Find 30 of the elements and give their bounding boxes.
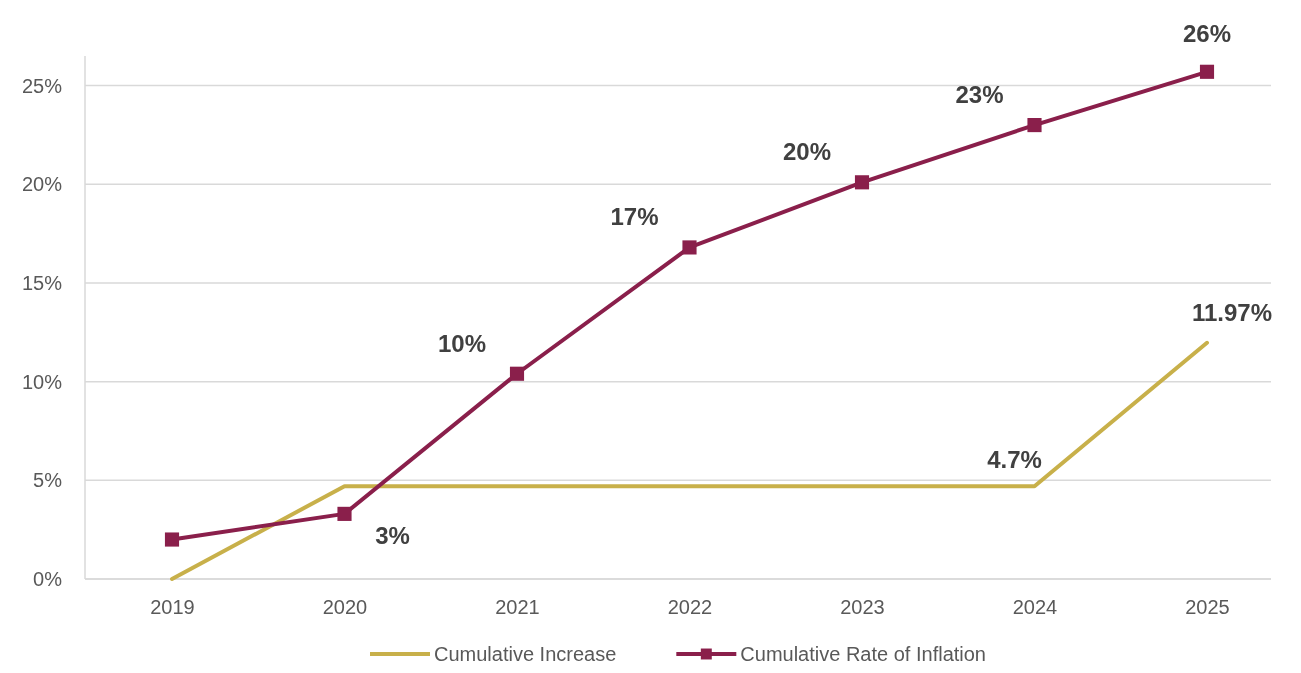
x-tick-label: 2025 <box>1185 596 1230 618</box>
data-label: 20% <box>782 138 832 166</box>
data-label: 26% <box>1182 19 1232 47</box>
point <box>682 240 697 255</box>
data-label: 17% <box>610 203 659 231</box>
data-label: 3% <box>375 521 410 549</box>
data-label: 4.7% <box>987 446 1042 474</box>
point <box>1027 118 1042 133</box>
x-tick-label: 2020 <box>322 596 368 618</box>
data-label: 23% <box>955 81 1004 109</box>
x-tick-label: 2024 <box>1012 596 1058 618</box>
point <box>509 366 525 381</box>
data-label: 11.97% <box>1191 298 1273 326</box>
y-tick-label: 5% <box>33 469 63 492</box>
point <box>337 506 352 521</box>
y-tick-label: 25% <box>21 74 63 97</box>
point <box>854 175 870 190</box>
x-tick-label: 2021 <box>495 596 540 618</box>
point <box>164 532 180 547</box>
legend-label: Cumulative Rate of Inflation <box>740 643 986 665</box>
y-tick-label: 10% <box>21 370 63 393</box>
y-tick-label: 15% <box>21 271 63 294</box>
y-tick-label: 0% <box>33 567 63 590</box>
data-label: 10% <box>437 329 487 357</box>
legend-label: Cumulative Increase <box>434 643 617 665</box>
x-tick-label: 2019 <box>150 596 195 618</box>
point <box>1199 64 1215 79</box>
x-tick-label: 2023 <box>840 596 885 618</box>
x-tick-label: 2022 <box>667 596 713 618</box>
y-tick-label: 20% <box>21 173 63 196</box>
